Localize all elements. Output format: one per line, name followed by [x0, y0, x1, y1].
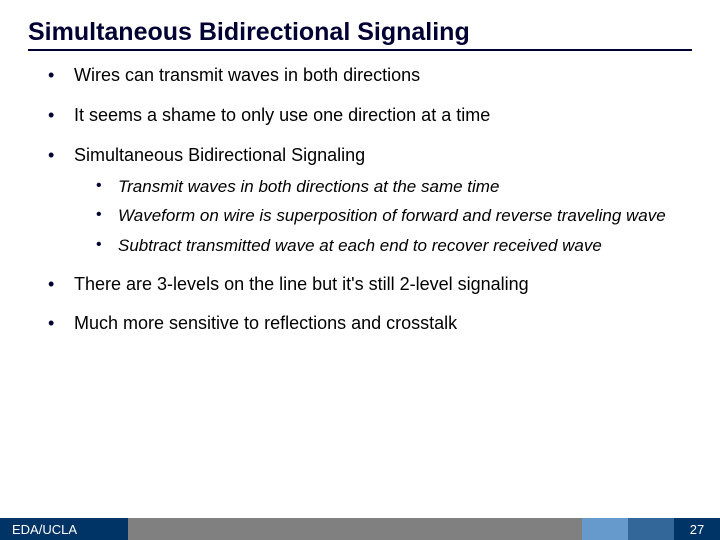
- bullet-text: Simultaneous Bidirectional Signaling: [74, 145, 365, 165]
- sub-bullet-item: Transmit waves in both directions at the…: [96, 177, 692, 197]
- sub-bullet-item: Waveform on wire is superposition of for…: [96, 206, 692, 226]
- footer-segment-light: [582, 518, 628, 540]
- bullet-item: It seems a shame to only use one directi…: [48, 105, 692, 127]
- footer-bar: EDA/UCLA 27: [0, 518, 720, 540]
- footer-page-number: 27: [674, 518, 720, 540]
- sub-bullet-item: Subtract transmitted wave at each end to…: [96, 236, 692, 256]
- bullet-item: Wires can transmit waves in both directi…: [48, 65, 692, 87]
- bullet-item: Much more sensitive to reflections and c…: [48, 313, 692, 335]
- footer-segment-mid: [628, 518, 674, 540]
- bullet-item: There are 3-levels on the line but it's …: [48, 274, 692, 296]
- slide-title: Simultaneous Bidirectional Signaling: [28, 18, 692, 51]
- footer-segment-gray: [128, 518, 582, 540]
- bullet-list: Wires can transmit waves in both directi…: [28, 65, 692, 335]
- slide: Simultaneous Bidirectional Signaling Wir…: [0, 0, 720, 540]
- sub-bullet-list: Transmit waves in both directions at the…: [74, 177, 692, 256]
- footer-label: EDA/UCLA: [0, 518, 128, 540]
- bullet-item: Simultaneous Bidirectional Signaling Tra…: [48, 145, 692, 256]
